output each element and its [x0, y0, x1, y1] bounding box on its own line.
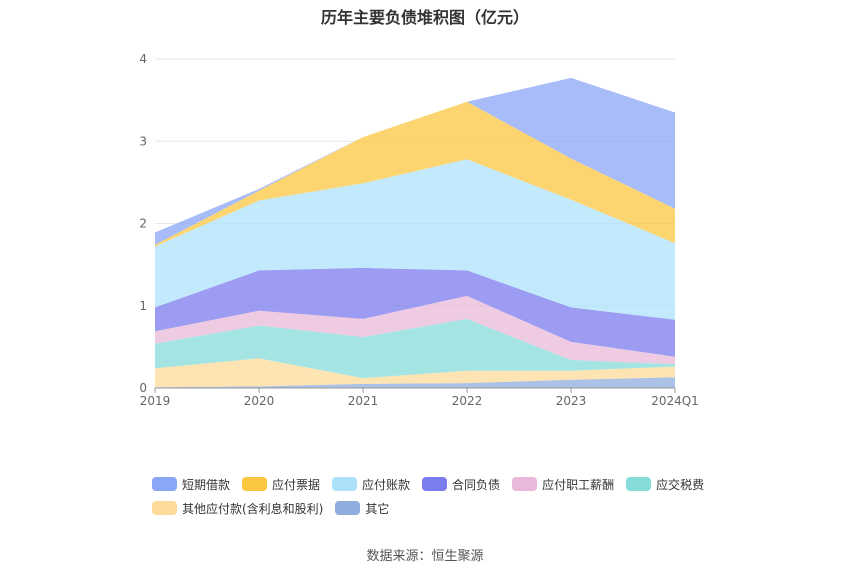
area-series-其他应付款(含利息和股利)	[155, 358, 675, 388]
y-tick-label: 2	[139, 217, 147, 231]
x-tick-label: 2020	[244, 394, 275, 408]
data-source: 数据来源：恒生聚源	[366, 549, 484, 564]
x-tick-label: 2024Q1	[651, 394, 699, 408]
y-tick-label: 4	[139, 52, 147, 66]
legend-item[interactable]: 其他应付款(含利息和股利)	[152, 500, 323, 517]
legend-item[interactable]: 应交税费	[626, 476, 704, 493]
legend-swatch	[242, 477, 268, 491]
legend-label: 合同负债	[452, 477, 501, 492]
legend-swatch	[152, 501, 177, 515]
area-series-合同负债	[155, 267, 675, 357]
legend-item[interactable]: 应付票据	[242, 476, 320, 493]
legend-swatch	[422, 477, 448, 491]
legend-swatch	[512, 477, 538, 491]
area-series-其它	[155, 377, 675, 388]
legend-swatch	[626, 477, 652, 491]
x-tick-label: 2019	[140, 394, 171, 408]
area-series-应付票据	[155, 101, 675, 247]
y-tick-label: 1	[139, 299, 147, 313]
legend-item[interactable]: 应付账款	[332, 476, 410, 493]
legend-item[interactable]: 应付职工薪酬	[512, 476, 614, 493]
legend-label: 其他应付款(含利息和股利)	[182, 501, 324, 516]
axes: 0 1 2 3 4 2019 2020 2021 2022 2023 2024Q1	[139, 52, 698, 408]
area-series-短期借款	[155, 77, 675, 245]
x-tick-label: 2021	[348, 394, 379, 408]
legend-label: 其它	[365, 501, 390, 516]
area-series-应交税费	[155, 318, 675, 379]
legend-item[interactable]: 其它	[335, 500, 389, 517]
chart-title: 历年主要负债堆积图（亿元）	[320, 8, 529, 27]
legend-row: 其他应付款(含利息和股利) 其它	[152, 496, 752, 520]
chart-legend: 短期借款 应付票据 应付账款 合同负债 应付职工薪酬 应交税费 其他应付款(含利息和股利) 其…	[152, 472, 752, 520]
legend-swatch	[152, 477, 177, 491]
x-tick-label: 2022	[452, 394, 483, 408]
legend-label: 短期借款	[182, 477, 231, 492]
y-tick-label: 3	[139, 134, 147, 148]
area-series	[155, 77, 675, 388]
legend-label: 应付账款	[362, 477, 411, 492]
y-tick-label: 0	[139, 381, 147, 395]
legend-row: 短期借款 应付票据 应付账款 合同负债 应付职工薪酬 应交税费	[152, 472, 752, 496]
legend-swatch	[332, 477, 358, 491]
legend-item[interactable]: 合同负债	[422, 476, 500, 493]
legend-label: 应交税费	[656, 477, 705, 492]
area-series-应付账款	[155, 159, 675, 320]
legend-label: 应付票据	[272, 477, 321, 492]
legend-swatch	[335, 501, 361, 515]
x-tick-label: 2023	[556, 394, 587, 408]
legend-item[interactable]: 短期借款	[152, 476, 230, 493]
legend-label: 应付职工薪酬	[542, 477, 615, 492]
area-series-应付职工薪酬	[155, 295, 675, 365]
